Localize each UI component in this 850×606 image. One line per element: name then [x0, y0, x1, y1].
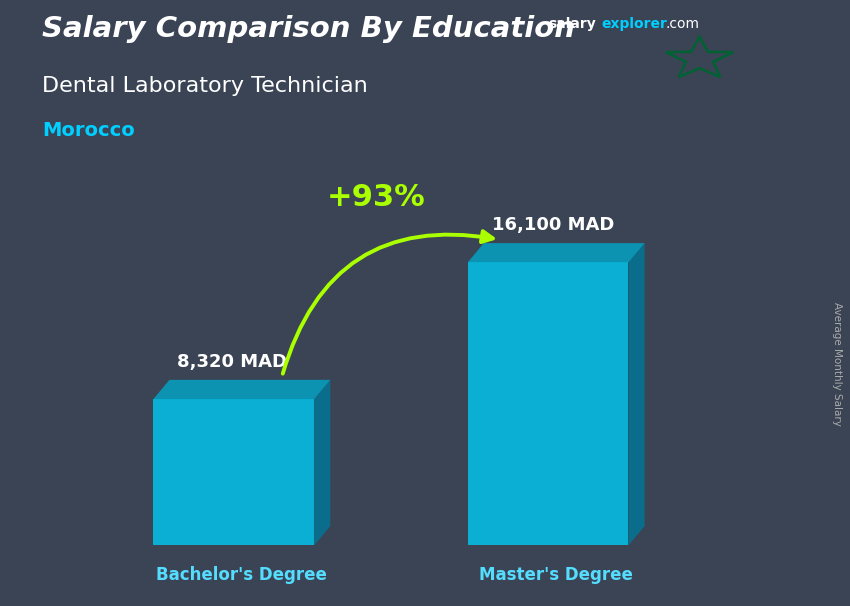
Text: Master's Degree: Master's Degree	[479, 567, 633, 585]
Text: +93%: +93%	[327, 183, 426, 212]
Text: Morocco: Morocco	[42, 121, 135, 140]
Text: .com: .com	[666, 17, 700, 31]
Text: Salary Comparison By Education: Salary Comparison By Education	[42, 15, 575, 43]
Text: Dental Laboratory Technician: Dental Laboratory Technician	[42, 76, 368, 96]
Polygon shape	[628, 243, 644, 545]
Text: 16,100 MAD: 16,100 MAD	[492, 216, 615, 235]
Polygon shape	[468, 262, 628, 545]
Polygon shape	[153, 380, 331, 399]
Polygon shape	[153, 399, 314, 545]
Text: explorer: explorer	[602, 17, 667, 31]
Text: Average Monthly Salary: Average Monthly Salary	[832, 302, 842, 425]
Text: Bachelor's Degree: Bachelor's Degree	[156, 567, 327, 585]
Polygon shape	[314, 380, 331, 545]
Polygon shape	[468, 243, 644, 262]
Text: 8,320 MAD: 8,320 MAD	[178, 353, 287, 371]
Text: salary: salary	[548, 17, 596, 31]
